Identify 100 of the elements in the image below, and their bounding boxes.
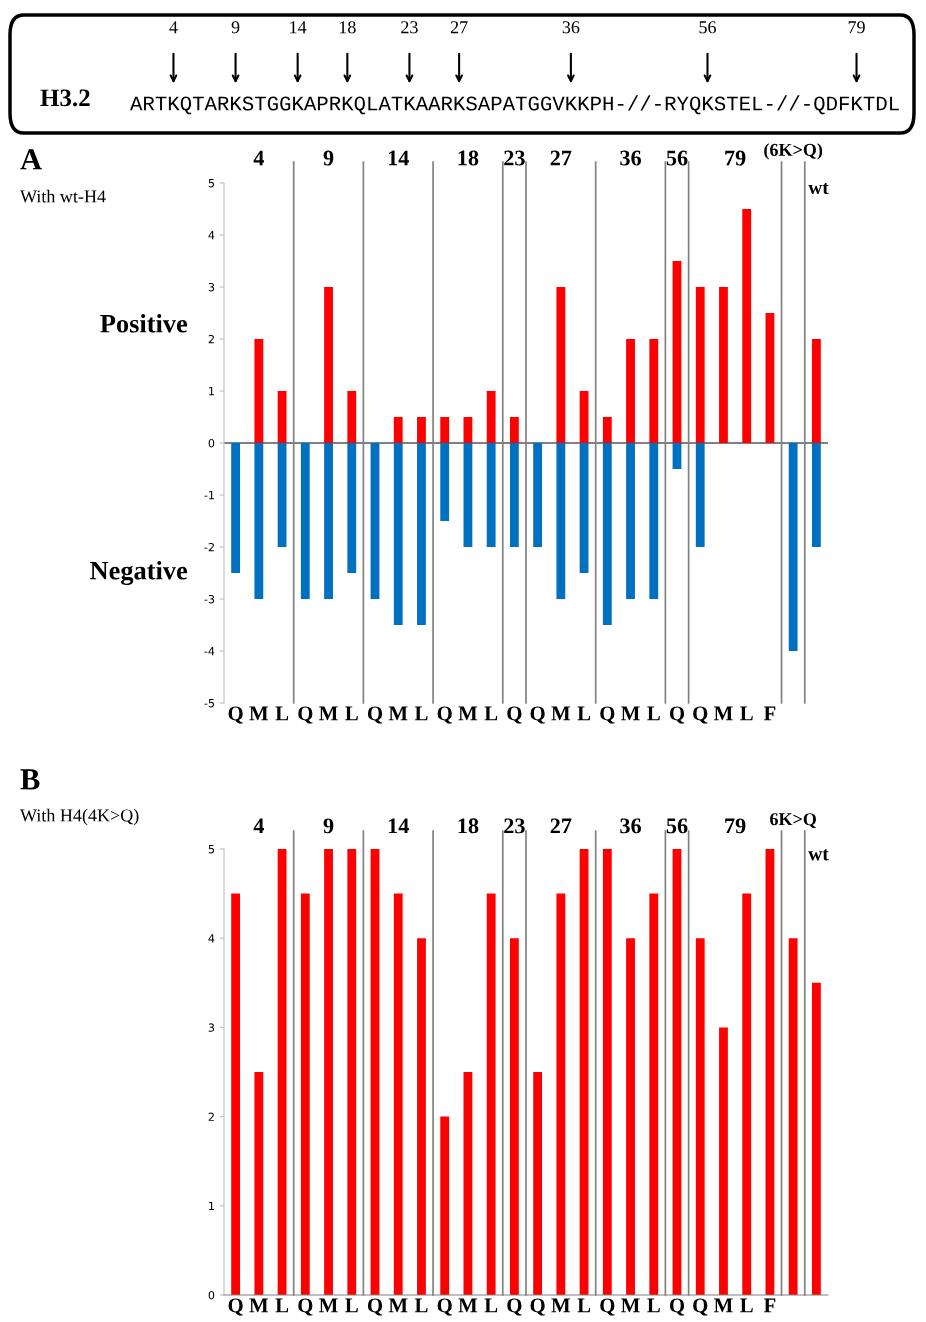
- y-tick-label: -3: [204, 594, 215, 604]
- x-tick-label: M: [713, 706, 733, 721]
- text: 27: [450, 21, 468, 34]
- bar: [463, 443, 473, 547]
- bar: [649, 339, 659, 443]
- bar: [719, 287, 728, 443]
- x-tick-label: Q: [228, 1298, 243, 1316]
- bar: [463, 417, 473, 443]
- chart-title: B: [20, 769, 40, 790]
- bar: [254, 1072, 264, 1295]
- bar: [742, 209, 752, 443]
- bar: [556, 443, 566, 599]
- bar: [277, 391, 287, 443]
- text: ARTKQTARKSTGGKAPRKQLATKAARKSAPATGGVKKPH-//-RYQKSTEL-//-QDFKTDL: [130, 95, 899, 115]
- y-tick-label: -1: [204, 491, 214, 500]
- bar: [393, 417, 403, 443]
- bar: [649, 443, 659, 599]
- text: 79: [725, 818, 746, 834]
- bar: [556, 287, 566, 443]
- x-tick-label: L: [345, 706, 358, 721]
- x-tick-label: Q: [600, 706, 615, 724]
- text: 56: [699, 21, 716, 34]
- bar: [579, 443, 589, 573]
- x-tick-label: Q: [507, 1298, 522, 1316]
- bar: [672, 261, 682, 443]
- bar: [324, 849, 333, 1295]
- bar: [695, 938, 705, 1295]
- series-label: Negative: [90, 560, 188, 586]
- x-tick-label: M: [621, 706, 640, 721]
- y-tick-label: 1: [209, 387, 214, 396]
- bar: [649, 893, 659, 1295]
- bar: [417, 417, 426, 443]
- bar: [811, 982, 821, 1295]
- y-tick-label: 4: [208, 231, 215, 240]
- bar: [788, 938, 798, 1295]
- bar: [254, 443, 264, 599]
- bar: [626, 339, 635, 443]
- text: 36: [562, 21, 580, 34]
- bar: [626, 443, 635, 599]
- x-tick-label: M: [621, 1298, 640, 1313]
- bar: [370, 849, 380, 1295]
- text: 9: [231, 21, 240, 34]
- text: 79: [848, 21, 865, 34]
- bar: [695, 443, 705, 547]
- x-tick-label: Q: [367, 1298, 383, 1316]
- y-tick-label: 3: [208, 282, 215, 292]
- x-tick-label: M: [458, 1298, 478, 1313]
- bar: [533, 1072, 543, 1295]
- text: 56: [666, 150, 688, 166]
- bar: [765, 313, 775, 443]
- x-tick-label: Q: [367, 706, 383, 724]
- y-tick-label: 5: [208, 179, 214, 188]
- bar: [393, 893, 403, 1295]
- y-tick-label: 2: [208, 334, 214, 344]
- x-tick-label: L: [740, 706, 753, 721]
- y-tick-label: 1: [209, 1201, 214, 1211]
- bar: [486, 391, 496, 443]
- bar: [254, 339, 264, 443]
- text: 56: [666, 818, 688, 834]
- x-tick-label: L: [647, 706, 660, 721]
- bar: [231, 893, 241, 1295]
- text: (6K>Q): [764, 143, 823, 160]
- bar: [765, 849, 775, 1295]
- text: 4: [169, 21, 178, 34]
- x-tick-label: M: [551, 706, 571, 721]
- x-tick-label: Q: [298, 1298, 313, 1316]
- y-tick-label: 2: [208, 1112, 214, 1121]
- bar: [719, 1027, 728, 1295]
- text: 9: [323, 150, 334, 166]
- bar: [811, 443, 821, 547]
- bar: [509, 938, 519, 1295]
- x-tick-label: Q: [507, 706, 522, 724]
- text: 14: [388, 818, 409, 834]
- x-tick-label: L: [275, 1298, 289, 1313]
- bar: [556, 893, 566, 1295]
- text: With wt-H4: [20, 189, 106, 203]
- bar: [324, 443, 333, 599]
- bar: [695, 287, 705, 443]
- bar: [347, 443, 357, 573]
- bar: [277, 443, 287, 547]
- x-tick-label: L: [414, 706, 428, 721]
- x-tick-label: L: [484, 1298, 498, 1313]
- x-tick-label: M: [388, 706, 408, 721]
- x-tick-label: Q: [600, 1298, 615, 1316]
- x-tick-label: M: [249, 1298, 269, 1313]
- text: 6K>Q: [770, 813, 817, 829]
- y-tick-label: 0: [208, 1290, 215, 1300]
- x-tick-label: F: [763, 706, 776, 721]
- x-tick-label: Q: [228, 706, 243, 724]
- y-tick-label: 5: [208, 845, 214, 854]
- text: 14: [290, 21, 307, 34]
- x-tick-label: M: [551, 1298, 571, 1313]
- text: 4: [253, 150, 264, 166]
- bar: [417, 443, 426, 625]
- x-tick-label: Q: [530, 706, 545, 724]
- text: 18: [339, 21, 356, 34]
- bar: [231, 443, 241, 573]
- bar: [393, 443, 403, 625]
- text: 79: [725, 150, 746, 166]
- text: Positive: [100, 314, 188, 333]
